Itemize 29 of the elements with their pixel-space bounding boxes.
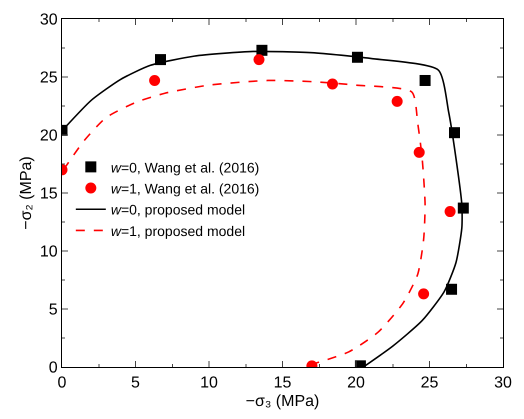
point [420,74,431,86]
x-axis-title: −σ₃ (MPa) [246,393,320,410]
x-tick-label: 25 [420,374,438,392]
legend-label: w=1, Wang et al. (2016) [110,180,260,196]
y-tick-label: 20 [40,128,58,145]
y-tick-label: 5 [48,302,58,319]
point [444,206,456,218]
line-series [62,80,426,367]
point [392,96,403,107]
x-tick-label: 20 [347,374,365,392]
point [446,284,458,295]
legend-label: w=0, proposed model [110,202,246,218]
point [418,288,430,300]
y-tick-label: 30 [40,12,58,29]
point [414,146,425,158]
x-tick-label: 30 [494,374,512,392]
x-tick-label: 5 [131,374,140,392]
y-tick-label: 0 [48,360,58,377]
point [149,74,160,86]
y-tick-label: 15 [40,186,58,203]
y-axis-title: −σ₂ (MPa) [18,156,35,230]
y-tick-label: 25 [40,70,58,87]
y-tick-label: 10 [40,244,58,261]
legend-label: w=1, proposed model [110,222,246,239]
x-tick-label: 10 [200,374,218,392]
x-tick-label: 15 [274,374,292,392]
point [326,78,338,90]
legend-label: w=0, Wang et al. (2016) [110,159,260,176]
point [253,54,264,66]
